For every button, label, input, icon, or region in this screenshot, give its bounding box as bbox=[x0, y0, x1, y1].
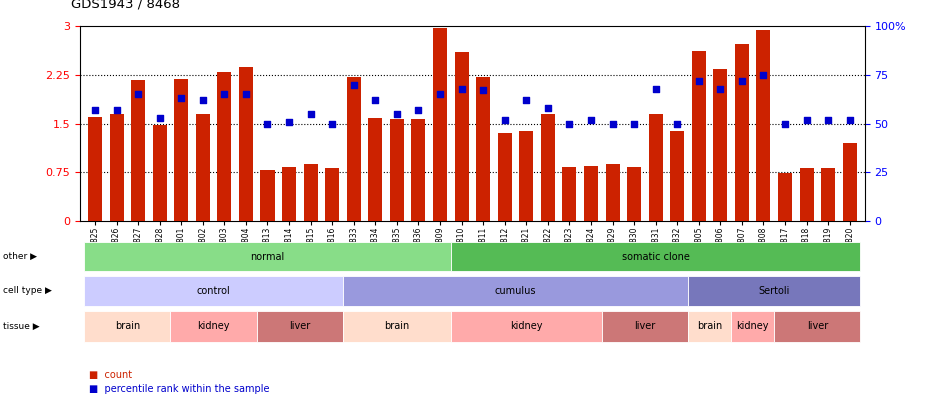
Point bbox=[519, 97, 534, 103]
Bar bbox=[605, 164, 619, 221]
Bar bbox=[692, 51, 706, 221]
Text: brain: brain bbox=[697, 322, 722, 331]
Point bbox=[324, 120, 339, 127]
Point bbox=[648, 85, 663, 92]
Point bbox=[497, 116, 512, 123]
Point bbox=[174, 95, 189, 102]
Bar bbox=[584, 166, 598, 221]
Bar bbox=[88, 117, 102, 221]
Point bbox=[411, 107, 426, 113]
Bar bbox=[649, 114, 663, 221]
Bar bbox=[562, 167, 576, 221]
Bar bbox=[433, 28, 447, 221]
Point bbox=[842, 116, 857, 123]
Point bbox=[87, 107, 102, 113]
Text: liver: liver bbox=[290, 322, 310, 331]
Bar bbox=[304, 164, 318, 221]
Point bbox=[584, 116, 599, 123]
Point bbox=[432, 91, 447, 98]
Bar bbox=[627, 167, 641, 221]
Bar bbox=[497, 133, 511, 221]
Point bbox=[454, 85, 469, 92]
Bar bbox=[239, 66, 253, 221]
Text: ■  percentile rank within the sample: ■ percentile rank within the sample bbox=[89, 384, 270, 394]
Bar bbox=[260, 170, 274, 221]
Point bbox=[799, 116, 814, 123]
Text: control: control bbox=[196, 286, 230, 296]
Point bbox=[777, 120, 792, 127]
Bar bbox=[540, 114, 555, 221]
Text: kidney: kidney bbox=[197, 322, 230, 331]
Bar bbox=[110, 114, 123, 221]
Bar bbox=[174, 79, 188, 221]
Bar bbox=[368, 118, 383, 221]
Bar bbox=[455, 52, 468, 221]
Point bbox=[282, 118, 297, 125]
Bar bbox=[282, 167, 296, 221]
Bar bbox=[670, 131, 684, 221]
Bar bbox=[842, 143, 856, 221]
Text: cell type ▶: cell type ▶ bbox=[3, 286, 52, 296]
Point bbox=[346, 81, 361, 88]
Bar bbox=[217, 72, 231, 221]
Point bbox=[691, 77, 706, 84]
Text: cumulus: cumulus bbox=[494, 286, 536, 296]
Bar bbox=[757, 30, 771, 221]
Point bbox=[239, 91, 254, 98]
Point bbox=[303, 111, 318, 117]
Point bbox=[821, 116, 836, 123]
Bar bbox=[713, 69, 728, 221]
Point bbox=[562, 120, 577, 127]
Bar bbox=[325, 168, 339, 221]
Bar bbox=[778, 173, 792, 221]
Text: liver: liver bbox=[807, 322, 828, 331]
Bar bbox=[735, 45, 749, 221]
Text: brain: brain bbox=[115, 322, 140, 331]
Text: liver: liver bbox=[634, 322, 655, 331]
Point bbox=[196, 97, 211, 103]
Point bbox=[260, 120, 275, 127]
Text: GDS1943 / 8468: GDS1943 / 8468 bbox=[70, 0, 180, 10]
Text: ■  count: ■ count bbox=[89, 370, 133, 379]
Bar bbox=[800, 168, 814, 221]
Bar bbox=[412, 119, 426, 221]
Text: kidney: kidney bbox=[736, 322, 769, 331]
Text: tissue ▶: tissue ▶ bbox=[3, 322, 39, 331]
Text: Sertoli: Sertoli bbox=[759, 286, 790, 296]
Point bbox=[669, 120, 684, 127]
Text: kidney: kidney bbox=[510, 322, 542, 331]
Text: normal: normal bbox=[250, 252, 285, 262]
Point bbox=[605, 120, 620, 127]
Text: other ▶: other ▶ bbox=[3, 252, 37, 261]
Point bbox=[627, 120, 642, 127]
Bar bbox=[347, 77, 361, 221]
Point bbox=[756, 72, 771, 78]
Bar bbox=[477, 77, 490, 221]
Text: brain: brain bbox=[384, 322, 410, 331]
Point bbox=[734, 77, 749, 84]
Bar bbox=[519, 131, 533, 221]
Point bbox=[109, 107, 124, 113]
Point bbox=[713, 85, 728, 92]
Point bbox=[476, 87, 491, 94]
Text: somatic clone: somatic clone bbox=[621, 252, 690, 262]
Point bbox=[368, 97, 383, 103]
Point bbox=[152, 115, 167, 121]
Bar bbox=[822, 168, 835, 221]
Bar bbox=[390, 119, 404, 221]
Bar bbox=[131, 80, 145, 221]
Point bbox=[131, 91, 146, 98]
Point bbox=[217, 91, 232, 98]
Point bbox=[389, 111, 404, 117]
Point bbox=[540, 105, 556, 111]
Bar bbox=[196, 114, 210, 221]
Bar bbox=[152, 125, 166, 221]
